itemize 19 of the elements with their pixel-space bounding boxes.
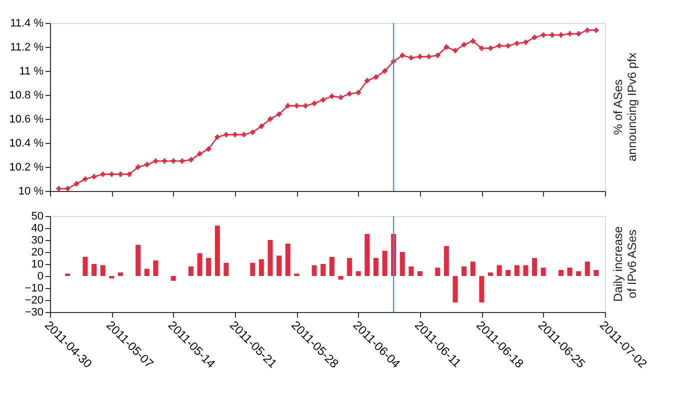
- y-tick-label: 10: [31, 258, 44, 270]
- y-tick-label: −10: [24, 282, 44, 294]
- y-tick-label: 10.8 %: [9, 90, 44, 102]
- y-tick-label: 10 %: [18, 186, 44, 198]
- y-tick-label: 30: [31, 234, 44, 246]
- y-tick-label: −30: [24, 306, 44, 318]
- y-tick-label: 11.4 %: [10, 18, 44, 30]
- y-axis-title: % of ASes announcing IPv6 pfx: [611, 52, 639, 162]
- y-tick-label: 10.4 %: [9, 138, 44, 150]
- y-tick-label: 11.2 %: [10, 42, 44, 54]
- y-tick-label: 50: [31, 210, 44, 222]
- y-tick-label: 0: [37, 270, 44, 282]
- y-axis-title: Daily increase of IPv6 ASes: [611, 226, 639, 302]
- y-tick-label: 20: [31, 246, 44, 258]
- y-tick-label: −20: [24, 294, 44, 306]
- y-tick-label: 10.2 %: [9, 162, 44, 174]
- y-tick-label: 11 %: [19, 66, 44, 78]
- y-tick-label: 10.6 %: [9, 114, 44, 126]
- y-tick-label: 40: [31, 222, 44, 234]
